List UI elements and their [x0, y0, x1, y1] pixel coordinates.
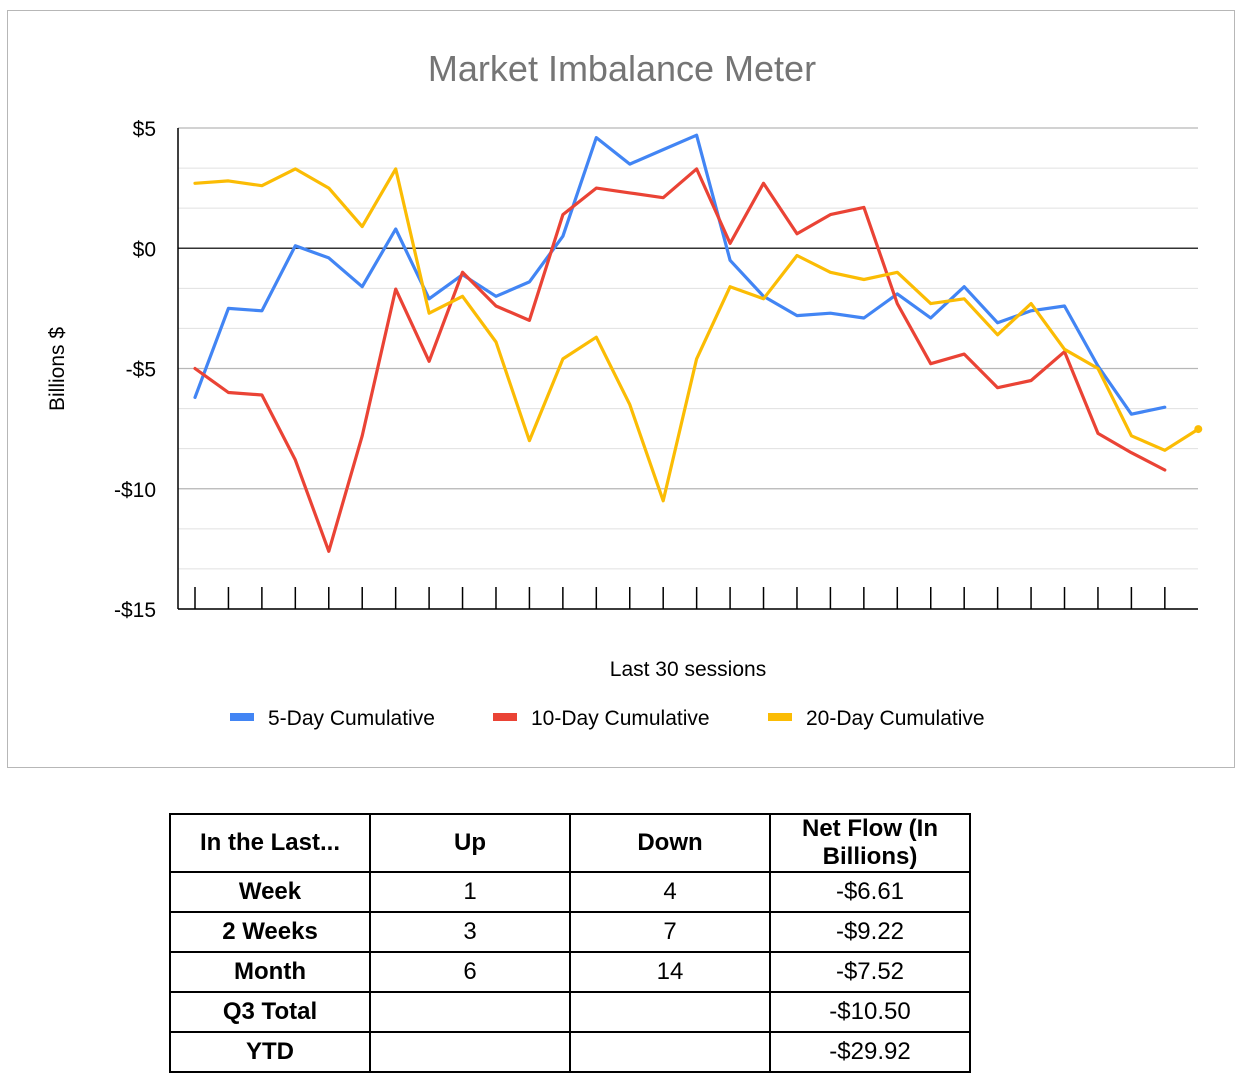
row-net-flow: -$6.61: [769, 871, 971, 913]
row-net-flow: -$29.92: [769, 1031, 971, 1073]
row-period: Week: [169, 871, 371, 913]
x-axis-ticks: [194, 587, 1166, 609]
series-endpoint: [1194, 425, 1203, 434]
y-tick-label: -$15: [114, 599, 156, 622]
row-up: [369, 991, 571, 1033]
row-net-flow: -$10.50: [769, 991, 971, 1033]
y-tick-label: -$5: [126, 359, 156, 382]
header-down: Down: [569, 813, 771, 873]
table-row: Week 1 4 -$6.61: [169, 871, 971, 913]
row-up: 3: [369, 911, 571, 953]
legend-label: 10-Day Cumulative: [531, 707, 710, 730]
series-line-3: [193, 167, 1200, 503]
row-down: 7: [569, 911, 771, 953]
y-axis-label: Billions $: [46, 327, 69, 411]
line-chart: Market Imbalance Meter $5 $0 -$5 -$10 -$15 B…: [46, 48, 1203, 730]
table-header-row: In the Last... Up Down Net Flow (In Bill…: [169, 813, 971, 873]
chart-title: Market Imbalance Meter: [428, 48, 816, 89]
legend-swatch: [768, 713, 792, 721]
summary-table: In the Last... Up Down Net Flow (In Bill…: [169, 813, 971, 1073]
y-tick-label: -$10: [114, 479, 156, 502]
table-row: YTD -$29.92: [169, 1031, 971, 1073]
row-net-flow: -$7.52: [769, 951, 971, 993]
header-net-flow: Net Flow (In Billions): [769, 813, 971, 873]
row-down: [569, 991, 771, 1033]
y-axis-ticks: $5 $0 -$5 -$10 -$15: [114, 118, 156, 622]
row-down: 14: [569, 951, 771, 993]
legend-swatch: [230, 713, 254, 721]
series-line-1: [193, 133, 1167, 416]
series-lines: [193, 133, 1203, 553]
legend-swatch: [493, 713, 517, 721]
y-tick-label: $5: [133, 118, 156, 141]
header-up: Up: [369, 813, 571, 873]
y-tick-label: $0: [133, 238, 156, 261]
row-period: YTD: [169, 1031, 371, 1073]
row-up: 6: [369, 951, 571, 993]
table-row: 2 Weeks 3 7 -$9.22: [169, 911, 971, 953]
table-row: Q3 Total -$10.50: [169, 991, 971, 1033]
chart-panel: Market Imbalance Meter $5 $0 -$5 -$10 -$15 B…: [7, 10, 1235, 768]
row-down: 4: [569, 871, 771, 913]
row-period: 2 Weeks: [169, 911, 371, 953]
legend-label: 5-Day Cumulative: [268, 707, 435, 730]
row-period: Month: [169, 951, 371, 993]
row-up: [369, 1031, 571, 1073]
row-down: [569, 1031, 771, 1073]
series-line-2: [193, 167, 1167, 553]
header-period: In the Last...: [169, 813, 371, 873]
row-net-flow: -$9.22: [769, 911, 971, 953]
row-up: 1: [369, 871, 571, 913]
legend: 5-Day Cumulative 10-Day Cumulative 20-Day …: [230, 707, 985, 730]
x-axis-label: Last 30 sessions: [610, 658, 766, 681]
legend-label: 20-Day Cumulative: [806, 707, 985, 730]
table-row: Month 6 14 -$7.52: [169, 951, 971, 993]
row-period: Q3 Total: [169, 991, 371, 1033]
